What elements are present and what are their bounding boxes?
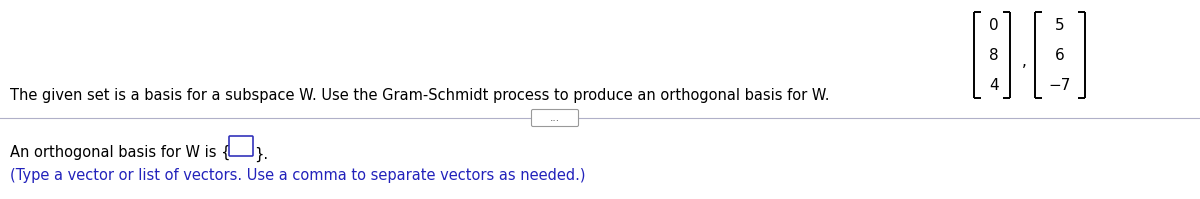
Text: (Type a vector or list of vectors. Use a comma to separate vectors as needed.): (Type a vector or list of vectors. Use a… <box>10 168 586 183</box>
Text: 5: 5 <box>1055 18 1064 32</box>
FancyBboxPatch shape <box>229 136 253 156</box>
Text: 4: 4 <box>989 77 998 93</box>
Text: ...: ... <box>550 113 560 123</box>
Text: −7: −7 <box>1049 77 1072 93</box>
Text: }.: }. <box>254 146 268 162</box>
Text: The given set is a basis for a subspace W. Use the Gram-Schmidt process to produ: The given set is a basis for a subspace … <box>10 88 829 103</box>
Text: An orthogonal basis for W is {: An orthogonal basis for W is { <box>10 145 230 160</box>
Text: 6: 6 <box>1055 48 1064 62</box>
Text: 8: 8 <box>989 48 998 62</box>
Text: ,: , <box>1021 55 1026 69</box>
Text: 0: 0 <box>989 18 998 32</box>
FancyBboxPatch shape <box>532 109 578 127</box>
